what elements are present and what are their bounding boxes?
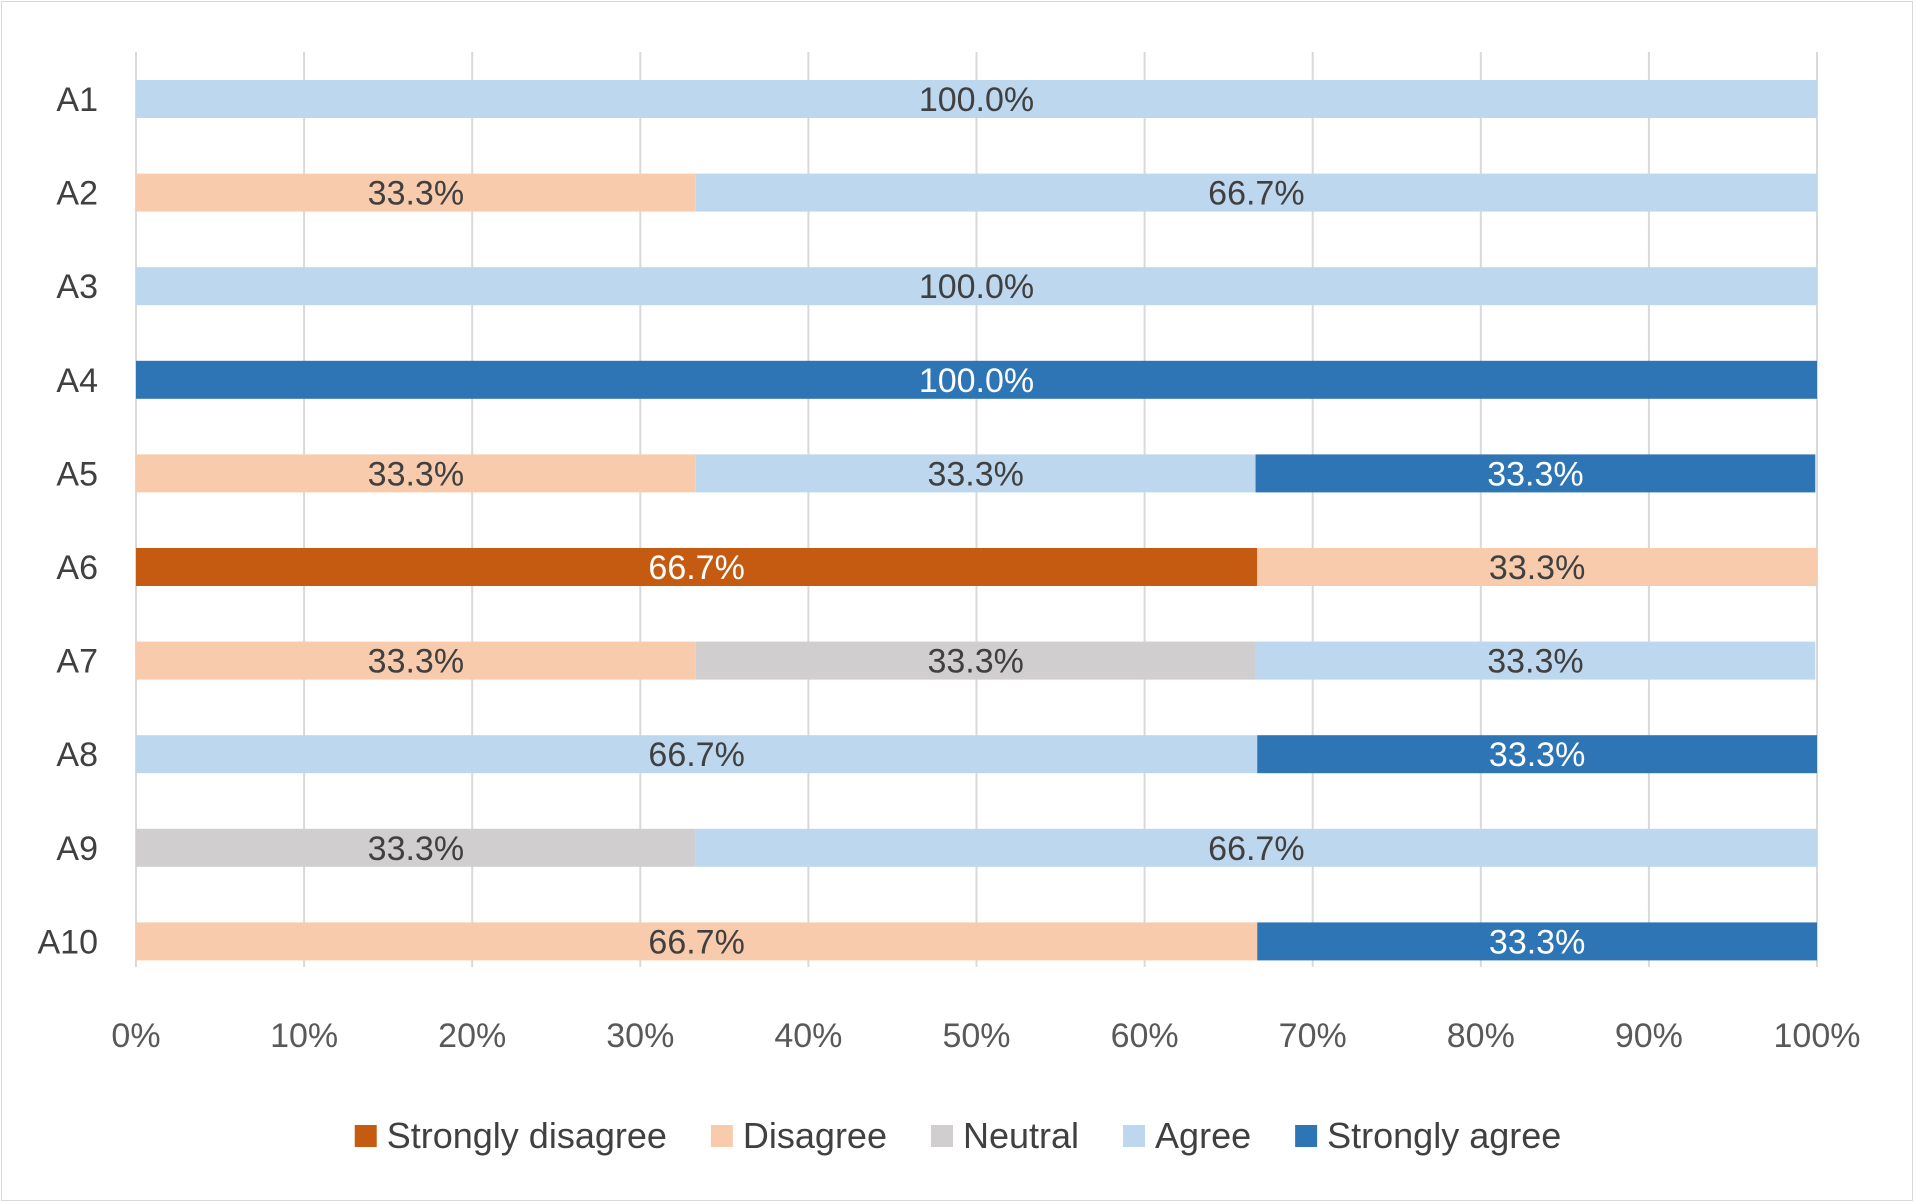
legend: Strongly disagree Disagree Neutral Agree Str… [354, 1115, 1561, 1156]
bar-segment [136, 267, 1817, 306]
legend-swatch [354, 1125, 377, 1147]
bar-segment [695, 828, 1818, 867]
legend-label: Strongly agree [1327, 1115, 1561, 1156]
legend-swatch [1123, 1125, 1146, 1147]
data-label: 33.3% [927, 643, 1023, 681]
legend-label: Agree [1155, 1115, 1251, 1156]
data-label: 33.3% [1489, 549, 1585, 587]
bar-segment [136, 548, 1258, 586]
data-label: 33.3% [368, 455, 464, 493]
data-label: 100.0% [919, 362, 1034, 400]
category-label: A9 [56, 830, 98, 868]
bar-segment [1257, 548, 1817, 586]
x-tick-label: 10% [270, 1017, 338, 1055]
data-label: 66.7% [648, 736, 744, 774]
bar-segment [1255, 641, 1816, 680]
x-tick-label: 30% [606, 1017, 674, 1055]
data-label: 33.3% [1487, 643, 1583, 681]
x-tick-label: 80% [1447, 1017, 1515, 1055]
data-label: 33.3% [1487, 455, 1583, 493]
x-tick-label: 50% [942, 1017, 1010, 1055]
category-label: A8 [56, 736, 98, 774]
bar-segment [136, 828, 696, 867]
bar-segment [695, 454, 1256, 493]
data-label: 100.0% [919, 81, 1034, 119]
legend-swatch [710, 1125, 733, 1147]
x-tick-label: 40% [774, 1017, 842, 1055]
category-label: A1 [56, 81, 98, 119]
bar-segment [136, 360, 1817, 399]
category-label: A3 [56, 268, 98, 306]
bar-segment [136, 454, 696, 493]
legend-label: Neutral [963, 1115, 1079, 1156]
data-label: 33.3% [368, 643, 464, 681]
data-label: 33.3% [368, 830, 464, 868]
x-tick-label: 70% [1279, 1017, 1347, 1055]
category-label: A6 [56, 549, 98, 587]
data-label: 66.7% [648, 549, 744, 587]
data-label: 100.0% [919, 268, 1034, 306]
x-tick-label: 20% [438, 1017, 506, 1055]
category-label: A4 [56, 362, 98, 400]
value-axis: 0% 10% 20% 30% 40% 50% 60% 70% 80% 90% 100% [111, 1017, 1860, 1055]
x-tick-label: 60% [1111, 1017, 1179, 1055]
data-label: 33.3% [1489, 923, 1585, 961]
category-label: A7 [56, 643, 98, 681]
bar-segment [136, 173, 696, 212]
bar-segment [136, 735, 1258, 774]
legend-label: Strongly disagree [387, 1115, 667, 1156]
bar-segment [695, 641, 1256, 680]
category-axis: A1 A2 A3 A4 A5 A6 A7 A8 A9 A10 [38, 81, 99, 961]
legend-swatch [1295, 1125, 1318, 1147]
category-label: A2 [56, 175, 98, 213]
bar-segment [136, 80, 1817, 118]
data-label: 33.3% [1489, 736, 1585, 774]
bar-segment [136, 641, 696, 680]
data-label: 33.3% [368, 175, 464, 213]
data-label: 66.7% [648, 923, 744, 961]
category-label: A10 [38, 923, 99, 961]
bar-segment [695, 173, 1818, 212]
data-label: 33.3% [927, 455, 1023, 493]
bar-segment [136, 922, 1258, 961]
bars: 100.0% 33.3% 66.7% 100.0% 100.0% 33.3% 33.3% 33… [136, 80, 1818, 961]
x-tick-label: 90% [1615, 1017, 1683, 1055]
bar-segment [1255, 454, 1816, 493]
category-label: A5 [56, 455, 98, 493]
x-tick-label: 100% [1774, 1017, 1861, 1055]
legend-swatch [930, 1125, 953, 1147]
data-label: 66.7% [1208, 175, 1304, 213]
legend-label: Disagree [743, 1115, 887, 1156]
data-label: 66.7% [1208, 830, 1304, 868]
x-tick-label: 0% [111, 1017, 160, 1055]
bar-segment [1257, 735, 1817, 774]
bar-segment [1257, 922, 1817, 961]
